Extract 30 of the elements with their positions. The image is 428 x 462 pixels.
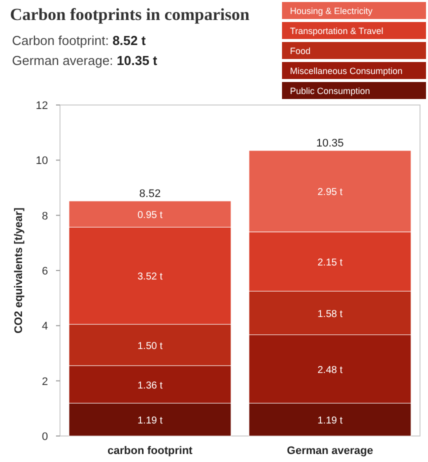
data-label: 1.36 t	[137, 380, 163, 392]
data-label: 1.58 t	[317, 308, 343, 320]
data-label: 0.95 t	[137, 210, 163, 222]
text: Carbon footprint: 8.52 t	[12, 33, 146, 48]
y-tick-label: 8	[42, 210, 48, 222]
x-tick-label: German average	[286, 445, 374, 457]
text: Housing & Electricity	[290, 6, 374, 16]
y-tick-label: 2	[42, 376, 48, 388]
x-tick-label: carbon footprint	[108, 445, 193, 457]
data-label: 2.48 t	[317, 364, 343, 376]
text: Food	[290, 46, 311, 56]
y-tick-label: 6	[42, 266, 48, 278]
data-label: 2.15 t	[317, 258, 343, 269]
data-label: 1.50 t	[137, 340, 163, 352]
y-axis-title: CO2 equivalents [t/year]	[13, 207, 25, 334]
data-label: 1.19 t	[317, 416, 343, 427]
y-tick-label: 10	[36, 155, 48, 168]
text: Miscellaneous Consumption	[290, 66, 403, 76]
text: Transportation & Travel	[290, 26, 384, 36]
text: Public Consumption	[290, 86, 370, 96]
total-label: 8.52	[139, 188, 161, 200]
text: German average: 10.35 t	[12, 53, 158, 68]
y-tick-label: 4	[42, 320, 48, 333]
y-tick-label: 12	[36, 100, 48, 112]
data-label: 3.52 t	[137, 272, 163, 283]
data-label: 1.19 t	[137, 416, 163, 427]
total-label: 10.35	[316, 138, 344, 150]
chart-title: Carbon footprints in comparison	[10, 5, 250, 24]
data-label: 2.95 t	[317, 187, 343, 198]
y-tick-label: 0	[42, 431, 48, 443]
